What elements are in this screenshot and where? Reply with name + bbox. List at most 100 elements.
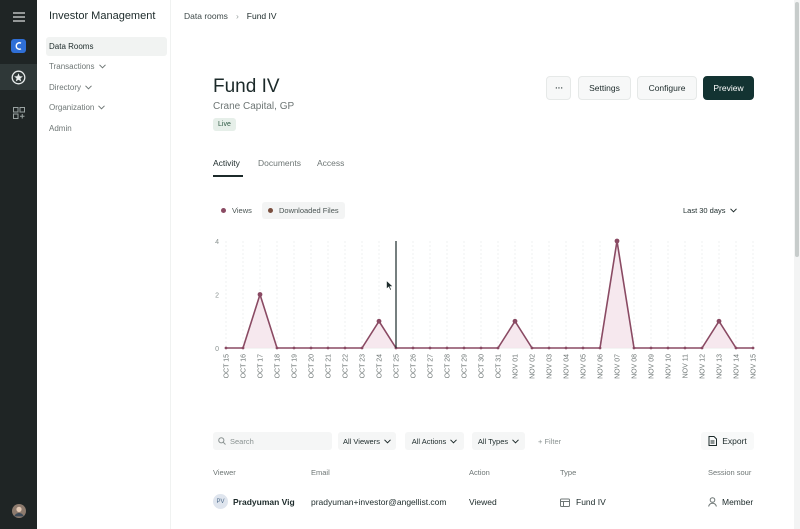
export-button[interactable]: Export	[701, 432, 754, 450]
downloads-dot-icon	[268, 208, 273, 213]
views-data-point	[564, 346, 568, 350]
tab-documents[interactable]: Documents	[258, 158, 301, 168]
export-icon	[708, 436, 718, 446]
x-tick-label: NOV 02	[530, 354, 537, 379]
views-data-point	[292, 346, 296, 350]
views-data-point	[632, 346, 636, 350]
search-placeholder: Search	[230, 436, 254, 446]
x-tick-label: NOV 06	[598, 354, 605, 379]
chevron-down-icon	[85, 85, 92, 90]
x-tick-label: NOV 01	[513, 354, 520, 379]
views-data-point	[275, 346, 279, 350]
status-badge: Live	[213, 118, 236, 131]
legend-downloads-label: Downloaded Files	[279, 206, 339, 215]
all-viewers-select[interactable]: All Viewers	[338, 432, 396, 450]
legend-views-toggle[interactable]: Views	[215, 202, 258, 219]
chevron-right-icon: ›	[235, 11, 239, 21]
configure-button[interactable]: Configure	[637, 76, 697, 100]
settings-button[interactable]: Settings	[578, 76, 631, 100]
views-data-point	[445, 346, 449, 350]
sidebar-item-admin[interactable]: Admin	[46, 119, 167, 138]
sidebar-item-directory[interactable]: Directory	[46, 78, 167, 97]
app-title: Investor Management	[49, 10, 156, 22]
legend-views-label: Views	[232, 206, 252, 215]
sidebar-item-transactions[interactable]: Transactions	[46, 57, 167, 76]
all-types-select[interactable]: All Types	[472, 432, 525, 450]
x-tick-label: NOV 13	[717, 354, 724, 379]
x-tick-label: OCT 29	[462, 354, 469, 378]
column-header-email[interactable]: Email	[311, 468, 330, 477]
menu-icon[interactable]	[0, 9, 37, 25]
views-data-point	[462, 346, 466, 350]
app-logo-icon[interactable]	[0, 38, 37, 54]
views-data-point	[751, 346, 755, 350]
breadcrumb-parent-link[interactable]: Data rooms	[184, 11, 228, 21]
views-data-point	[614, 238, 620, 244]
user-avatar[interactable]	[0, 503, 37, 518]
x-tick-label: NOV 14	[734, 354, 741, 379]
sidebar-item-data-rooms[interactable]: Data Rooms	[46, 37, 167, 56]
views-data-point	[666, 346, 670, 350]
views-data-point	[309, 346, 313, 350]
investor-app-icon[interactable]	[0, 64, 37, 90]
add-filter-button[interactable]: + Filter	[538, 436, 562, 446]
chevron-down-icon	[384, 438, 391, 444]
date-range-select[interactable]: Last 30 days	[676, 201, 744, 219]
views-data-point	[700, 346, 704, 350]
sidebar-item-label: Admin	[49, 124, 72, 133]
column-header-type[interactable]: Type	[560, 468, 577, 477]
x-tick-label: NOV 03	[547, 354, 554, 379]
apps-grid-icon[interactable]	[0, 105, 37, 121]
more-options-button[interactable]: ···	[546, 76, 571, 100]
x-tick-label: NOV 05	[581, 354, 588, 379]
chevron-down-icon	[450, 438, 458, 444]
x-tick-label: OCT 23	[360, 354, 367, 378]
sidebar-item-organization[interactable]: Organization	[46, 98, 167, 117]
viewer-cell: PV Pradyuman Vig	[213, 494, 295, 509]
action-cell: Viewed	[469, 497, 497, 507]
all-actions-select[interactable]: All Actions	[405, 432, 464, 450]
x-tick-label: NOV 08	[632, 354, 639, 379]
date-range-label: Last 30 days	[683, 205, 726, 215]
views-data-point	[241, 346, 245, 350]
y-tick-label: 0	[215, 346, 219, 353]
tab-activity[interactable]: Activity	[213, 158, 240, 168]
breadcrumb-current: Fund IV	[246, 11, 277, 21]
views-dot-icon	[221, 208, 226, 213]
x-tick-label: OCT 17	[258, 354, 265, 378]
tab-access[interactable]: Access	[317, 158, 345, 168]
x-tick-label: NOV 07	[615, 354, 622, 379]
type-cell: Fund IV	[560, 497, 606, 507]
views-data-point	[376, 318, 382, 324]
icon-rail	[0, 0, 37, 529]
search-input[interactable]: Search	[213, 432, 332, 450]
column-header-session-source[interactable]: Session sour	[708, 468, 752, 477]
sidebar-item-label: Data Rooms	[49, 42, 94, 51]
x-tick-label: NOV 11	[683, 354, 690, 378]
page-title: Fund IV	[213, 76, 280, 97]
x-tick-label: NOV 09	[649, 354, 656, 379]
views-data-point	[496, 346, 500, 350]
column-header-viewer[interactable]: Viewer	[213, 468, 236, 477]
type-label: Fund IV	[576, 497, 606, 507]
y-tick-label: 4	[215, 239, 219, 246]
scrollbar-thumb[interactable]	[795, 2, 799, 257]
legend-downloads-toggle[interactable]: Downloaded Files	[262, 202, 345, 219]
mouse-cursor-icon	[386, 280, 394, 291]
views-data-point	[479, 346, 483, 350]
column-header-action[interactable]: Action	[469, 468, 490, 477]
x-tick-label: NOV 12	[700, 354, 707, 379]
views-data-point	[547, 346, 551, 350]
folder-icon	[560, 498, 570, 507]
chevron-down-icon	[729, 207, 737, 213]
views-data-point	[224, 346, 228, 350]
x-tick-label: OCT 16	[241, 354, 248, 378]
page-scrollbar[interactable]	[794, 0, 800, 529]
views-data-point	[598, 346, 602, 350]
views-data-point	[734, 346, 738, 350]
x-tick-label: NOV 10	[666, 354, 673, 379]
x-tick-label: NOV 04	[564, 354, 571, 379]
preview-button[interactable]: Preview	[703, 76, 754, 100]
sidebar-item-label: Transactions	[49, 62, 95, 71]
views-data-point	[257, 292, 263, 297]
